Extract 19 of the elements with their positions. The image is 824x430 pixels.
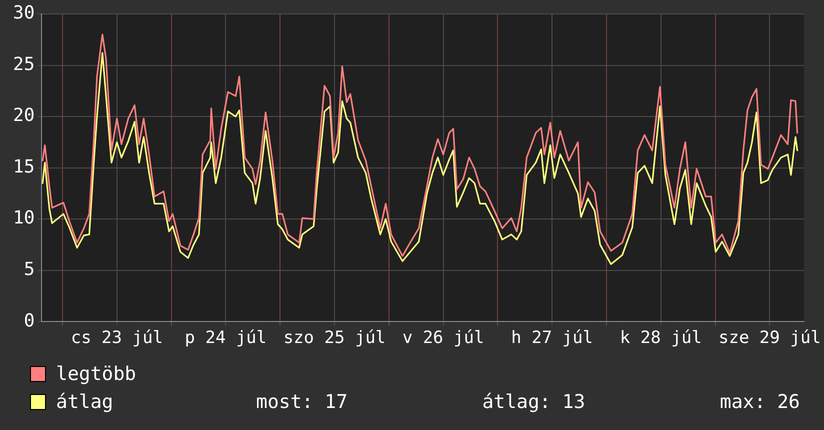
text: max: 26: [720, 390, 800, 415]
x-tick-label: p 24 júl: [184, 328, 267, 348]
x-tick-label: v 26 júl: [402, 328, 484, 348]
text: átlag: 13: [482, 390, 586, 415]
x-tick-label: cs 23 júl: [70, 328, 163, 348]
text: most: 17: [256, 390, 348, 415]
x-tick-label: k 28 júl: [620, 328, 702, 348]
legend-label: legtöbb: [56, 362, 138, 387]
legend-label: átlag: [56, 390, 114, 415]
y-tick-label: 25: [12, 54, 35, 75]
x-tick-label: h 27 júl: [511, 328, 594, 348]
y-tick-label: 10: [12, 208, 35, 229]
y-tick-label: 15: [12, 156, 35, 178]
y-tick-label: 5: [24, 259, 35, 280]
y-tick-label: 20: [12, 105, 35, 126]
x-tick-label: szo 25 júl: [283, 328, 386, 348]
x-tick-label: sze 29 júl: [718, 328, 821, 348]
y-tick-label: 0: [24, 310, 35, 332]
y-tick-label: 30: [12, 2, 35, 24]
